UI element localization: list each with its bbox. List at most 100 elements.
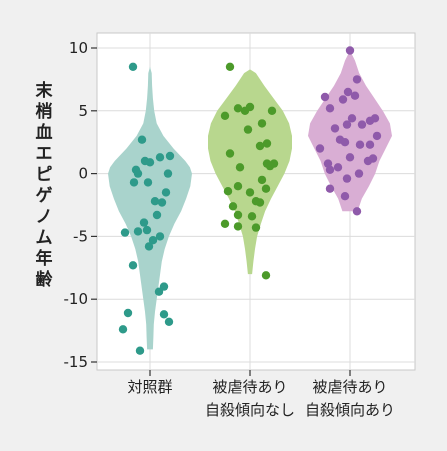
- data-point: [265, 161, 275, 171]
- data-point: [129, 178, 139, 187]
- data-point: [120, 228, 130, 237]
- data-point: [228, 202, 238, 211]
- data-point: [154, 287, 164, 296]
- x-category-label: 被虐待あり: [312, 378, 387, 396]
- data-point: [152, 210, 162, 220]
- data-point: [133, 227, 143, 236]
- data-point: [372, 131, 382, 141]
- data-point: [267, 106, 277, 116]
- data-point: [325, 184, 335, 193]
- data-point: [343, 87, 353, 97]
- data-point: [139, 218, 149, 227]
- data-point: [144, 242, 154, 251]
- data-point: [137, 135, 147, 144]
- data-point: [163, 169, 173, 178]
- data-point: [255, 198, 265, 207]
- data-point: [325, 165, 335, 174]
- data-point: [315, 144, 325, 153]
- data-point: [142, 225, 152, 235]
- y-axis-label-char: ピ: [36, 165, 53, 185]
- data-point: [320, 92, 330, 102]
- data-point: [354, 169, 364, 178]
- y-axis-label-char: 末: [36, 80, 54, 101]
- data-point: [352, 75, 362, 84]
- data-point: [257, 119, 267, 128]
- data-point: [340, 192, 350, 201]
- data-point: [128, 62, 138, 71]
- data-point: [350, 91, 360, 100]
- data-point: [262, 139, 272, 148]
- data-point: [251, 223, 261, 232]
- y-axis-label-char: 年: [36, 248, 53, 269]
- y-axis-label-char: 齢: [36, 269, 54, 290]
- data-point: [233, 182, 243, 191]
- data-point: [220, 219, 230, 228]
- x-category-label: 自殺傾向あり: [305, 401, 395, 419]
- data-point: [255, 141, 265, 151]
- y-axis-label-char: ノ: [36, 207, 53, 227]
- y-axis-label-char: ム: [36, 228, 53, 248]
- point-layer: [118, 46, 382, 355]
- data-point: [240, 106, 250, 116]
- data-point: [225, 149, 235, 158]
- data-point: [342, 174, 352, 183]
- data-point: [155, 232, 165, 241]
- data-point: [340, 138, 350, 147]
- data-point: [330, 124, 340, 133]
- data-point: [352, 207, 362, 216]
- data-point: [165, 151, 175, 161]
- data-point: [233, 222, 243, 231]
- y-axis-label-char: ゲ: [36, 185, 53, 206]
- x-category-label: 対照群: [127, 378, 172, 396]
- data-point: [261, 271, 271, 280]
- y-tick-label: 10: [69, 39, 88, 57]
- violin-1: [108, 66, 192, 350]
- data-point: [233, 104, 243, 113]
- data-point: [118, 325, 128, 334]
- data-point: [333, 163, 343, 172]
- data-point: [357, 120, 367, 129]
- data-point: [235, 163, 245, 172]
- data-point: [247, 212, 257, 221]
- data-point: [145, 158, 155, 167]
- data-point: [150, 197, 160, 206]
- data-point: [245, 188, 255, 197]
- data-point: [225, 62, 235, 71]
- data-point: [220, 111, 230, 121]
- data-point: [148, 236, 158, 245]
- x-category-label: 自殺傾向なし: [205, 401, 295, 419]
- data-point: [164, 317, 174, 326]
- data-point: [243, 125, 253, 134]
- data-point: [157, 198, 167, 207]
- data-point: [342, 120, 352, 129]
- data-point: [133, 169, 143, 178]
- y-tick-label: -15: [64, 353, 89, 371]
- data-point: [128, 261, 138, 270]
- data-point: [155, 153, 165, 162]
- data-point: [338, 95, 348, 104]
- data-point: [365, 140, 375, 149]
- data-point: [345, 46, 355, 55]
- data-point: [223, 187, 233, 196]
- y-tick-label: -10: [64, 290, 89, 308]
- data-point: [161, 188, 171, 197]
- data-point: [135, 346, 145, 355]
- y-axis-label-char: 梢: [36, 101, 53, 122]
- data-point: [355, 140, 365, 149]
- data-point: [370, 114, 380, 123]
- data-point: [345, 153, 355, 162]
- data-point: [159, 310, 169, 319]
- data-point: [325, 104, 335, 113]
- x-category-label: 被虐待あり: [212, 378, 287, 396]
- y-axis-label-char: エ: [36, 144, 53, 164]
- violin-2: [208, 69, 292, 275]
- data-point: [257, 175, 267, 185]
- data-point: [233, 210, 243, 220]
- y-tick-label: -5: [73, 227, 88, 245]
- y-tick-label: 0: [78, 165, 88, 183]
- data-point: [261, 184, 271, 193]
- y-axis-label-char: 血: [36, 122, 53, 143]
